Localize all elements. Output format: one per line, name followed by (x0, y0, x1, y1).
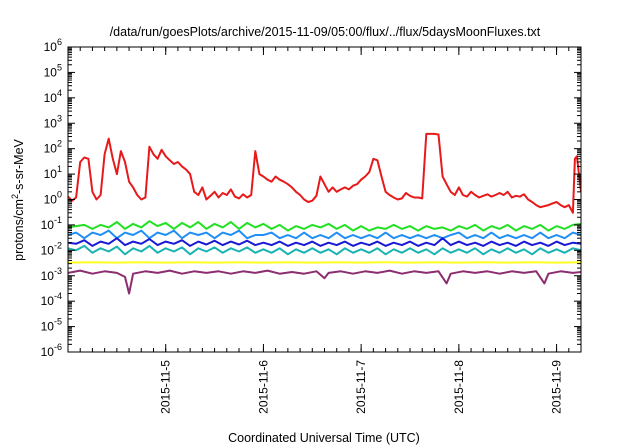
y-tick-base: 10 (44, 142, 58, 156)
y-tick-label: 10-6 (41, 342, 62, 359)
x-axis-title: Coordinated Universal Time (UTC) (228, 431, 420, 445)
y-tick-label: 105 (44, 62, 62, 79)
y-tick-base: 10 (41, 218, 55, 232)
y-axis-title-post: -s-sr-MeV (12, 138, 26, 194)
y-tick-label: 101 (44, 164, 62, 181)
y-tick-base: 10 (41, 320, 55, 334)
y-tick-exp: -5 (54, 317, 62, 327)
y-tick-exp: -2 (54, 240, 62, 250)
y-tick-label: 103 (44, 113, 62, 130)
series-line-7 (68, 269, 581, 295)
y-tick-base: 10 (44, 91, 58, 105)
series-layer (68, 132, 581, 295)
y-tick-exp: 1 (57, 164, 62, 174)
y-tick-base: 10 (44, 116, 58, 130)
series-line-4 (68, 244, 581, 256)
y-tick-label: 10-4 (41, 291, 62, 308)
y-tick-label: 10-2 (41, 240, 62, 257)
axes-layer: 10-610-510-410-310-210-11001011021031041… (41, 37, 582, 414)
y-tick-label: 10-3 (41, 266, 62, 283)
y-tick-base: 10 (44, 40, 58, 54)
y-tick-base: 10 (44, 193, 58, 207)
y-axis-title-pre: protons/cm (12, 199, 26, 261)
y-tick-exp: 4 (57, 88, 62, 98)
y-tick-base: 10 (41, 345, 55, 359)
y-tick-label: 104 (44, 88, 62, 105)
y-tick-base: 10 (41, 269, 55, 283)
y-tick-exp: -1 (54, 215, 62, 225)
y-tick-base: 10 (44, 167, 58, 181)
y-tick-label: 10-5 (41, 317, 62, 334)
chart-title: /data/run/goesPlots/archive/2015-11-09/0… (110, 25, 541, 39)
y-tick-exp: -3 (54, 266, 62, 276)
y-tick-label: 106 (44, 37, 62, 54)
y-tick-label: 102 (44, 139, 62, 156)
y-axis-title: protons/cm2-s-sr-MeV (10, 138, 26, 260)
x-tick-label: 2015-11-5 (159, 360, 173, 414)
y-tick-exp: 6 (57, 37, 62, 47)
x-tick-label: 2015-11-9 (550, 360, 564, 414)
series-line-2 (68, 220, 581, 232)
y-tick-label: 100 (44, 190, 62, 207)
series-group (68, 132, 581, 295)
x-tick-label: 2015-11-8 (452, 360, 466, 414)
series-line-3 (68, 229, 581, 240)
series-line-5 (68, 237, 581, 247)
y-tick-exp: 5 (57, 62, 62, 72)
y-tick-exp: 3 (57, 113, 62, 123)
y-tick-exp: -4 (54, 291, 62, 301)
y-tick-exp: 2 (57, 139, 62, 149)
y-axis-title-sup: 2 (10, 194, 20, 199)
series-line-1 (68, 132, 581, 214)
y-tick-base: 10 (41, 243, 55, 257)
plot-frame (67, 46, 582, 353)
x-tick-label: 2015-11-7 (354, 360, 368, 414)
x-tick-label: 2015-11-6 (256, 360, 270, 414)
y-tick-base: 10 (44, 65, 58, 79)
y-tick-label: 10-1 (41, 215, 62, 232)
y-tick-base: 10 (41, 294, 55, 308)
y-tick-exp: 0 (57, 190, 62, 200)
y-tick-exp: -6 (54, 342, 62, 352)
